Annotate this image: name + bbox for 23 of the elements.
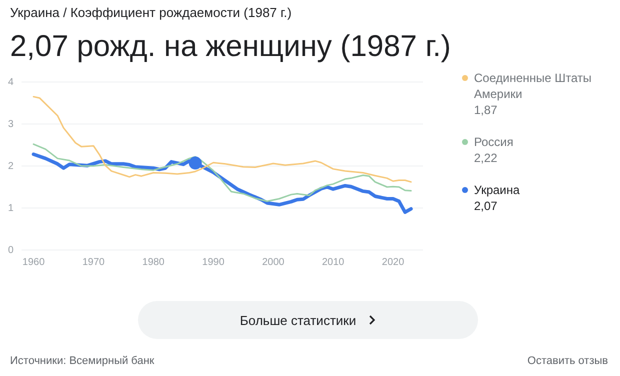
y-tick-label: 1: [8, 202, 14, 214]
text: Источники: Всемирный банк: [10, 355, 154, 367]
y-tick-label: 3: [8, 118, 14, 130]
x-tick-label: 2020: [382, 256, 405, 268]
legend-label: Россия: [474, 134, 514, 150]
text: 2,22: [474, 150, 498, 166]
x-tick-label: 1960: [22, 256, 46, 268]
text: Больше статистики: [240, 312, 356, 328]
text: Оставить отзыв: [527, 355, 608, 367]
chart-title: 2,07 рожд. на женщину (1987 г.): [10, 30, 451, 64]
x-tick-label: 1990: [202, 256, 225, 268]
x-tick-label: 1980: [142, 256, 165, 268]
x-tick-label: 2000: [262, 256, 285, 268]
y-tick-label: 0: [8, 244, 14, 256]
y-tick-label: 4: [8, 76, 14, 88]
text: 2,07: [474, 198, 498, 214]
legend-label: Соединенные Штаты Америки: [474, 70, 593, 102]
text: 1,87: [474, 102, 498, 118]
chart-subtitle: Украина / Коэффициент рождаемости (1987 г.): [10, 5, 292, 20]
legend-label: Украина: [474, 182, 521, 198]
x-tick-label: 1970: [82, 256, 106, 268]
x-tick-label: 2010: [322, 256, 345, 268]
y-tick-label: 2: [8, 160, 14, 172]
